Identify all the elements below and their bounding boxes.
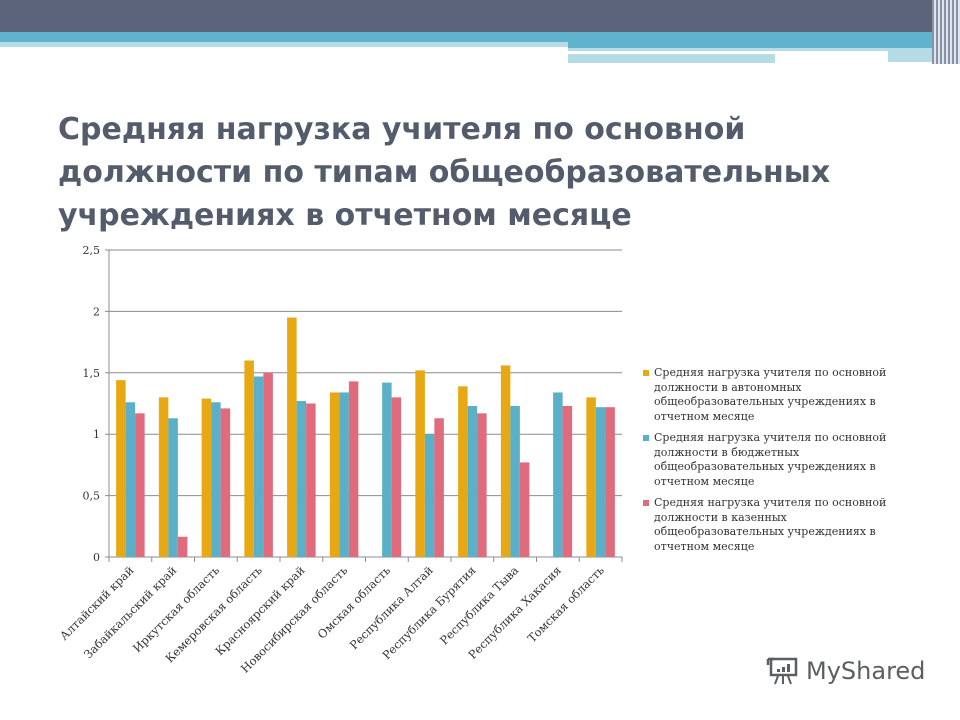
bar bbox=[415, 370, 425, 557]
header-accent bbox=[568, 48, 888, 51]
bar bbox=[595, 407, 606, 557]
header-stripes bbox=[932, 0, 960, 64]
slide-title: Средняя нагрузка учителя по основной дол… bbox=[58, 112, 831, 233]
bar bbox=[244, 360, 254, 557]
y-tick-label: 0 bbox=[93, 551, 100, 564]
bar bbox=[339, 392, 349, 557]
bar bbox=[158, 397, 169, 557]
x-tick-label: Томская область bbox=[525, 563, 607, 645]
bar bbox=[458, 386, 468, 557]
bar bbox=[510, 405, 520, 557]
legend-swatch bbox=[643, 435, 649, 441]
bar bbox=[116, 380, 126, 557]
legend-label: Средняя нагрузка учителя по основной дол… bbox=[654, 366, 887, 423]
bar bbox=[586, 397, 596, 557]
legend-item: Средняя нагрузка учителя по основной дол… bbox=[642, 431, 912, 489]
bar bbox=[434, 418, 444, 557]
x-tick-label: Алтайский край bbox=[57, 563, 137, 643]
logo-text: MyShared bbox=[806, 657, 926, 685]
bar bbox=[296, 401, 307, 557]
bar bbox=[500, 365, 511, 557]
bar bbox=[306, 403, 316, 557]
bar bbox=[220, 408, 231, 557]
bar bbox=[477, 413, 487, 557]
bar bbox=[135, 413, 145, 557]
header-accent bbox=[888, 48, 940, 62]
x-tick-label: Республика Алтай bbox=[347, 563, 436, 652]
y-tick-label: 2 bbox=[93, 305, 100, 318]
bar bbox=[211, 402, 221, 557]
bar bbox=[348, 381, 359, 557]
bar bbox=[424, 434, 435, 557]
bar bbox=[553, 392, 563, 557]
y-tick-label: 2,5 bbox=[83, 244, 101, 257]
bar bbox=[391, 397, 402, 557]
header-accent bbox=[568, 42, 960, 48]
header-band bbox=[0, 0, 960, 32]
chart-legend: Средняя нагрузка учителя по основной дол… bbox=[642, 366, 912, 561]
bar bbox=[287, 317, 297, 557]
header-accent bbox=[0, 32, 960, 42]
legend-item: Средняя нагрузка учителя по основной дол… bbox=[642, 366, 912, 424]
presentation-board-icon bbox=[766, 657, 798, 685]
bar bbox=[329, 392, 340, 557]
bar bbox=[467, 405, 478, 557]
bar bbox=[382, 382, 392, 557]
header-accent bbox=[568, 54, 775, 63]
bar bbox=[605, 407, 615, 557]
y-tick-label: 1,5 bbox=[83, 367, 101, 380]
legend-label: Средняя нагрузка учителя по основной дол… bbox=[654, 431, 887, 488]
bar bbox=[125, 402, 136, 557]
y-tick-label: 1 bbox=[93, 428, 100, 441]
x-tick-label: Омская область bbox=[315, 563, 393, 641]
bar bbox=[562, 405, 573, 557]
header-accent bbox=[568, 51, 888, 54]
bar bbox=[201, 398, 212, 557]
header-accent bbox=[0, 42, 568, 47]
bar bbox=[177, 536, 188, 557]
bar bbox=[519, 462, 530, 557]
legend-label: Средняя нагрузка учителя по основной дол… bbox=[654, 496, 887, 553]
x-tick-label: Республика Тыва bbox=[437, 563, 521, 647]
legend-swatch bbox=[643, 500, 649, 506]
bar bbox=[253, 376, 264, 557]
bar bbox=[168, 418, 178, 557]
bar bbox=[263, 372, 273, 557]
legend-item: Средняя нагрузка учителя по основной дол… bbox=[642, 496, 912, 554]
legend-swatch bbox=[643, 370, 649, 376]
myshared-logo: MyShared bbox=[766, 656, 925, 686]
y-tick-label: 0,5 bbox=[83, 490, 101, 503]
